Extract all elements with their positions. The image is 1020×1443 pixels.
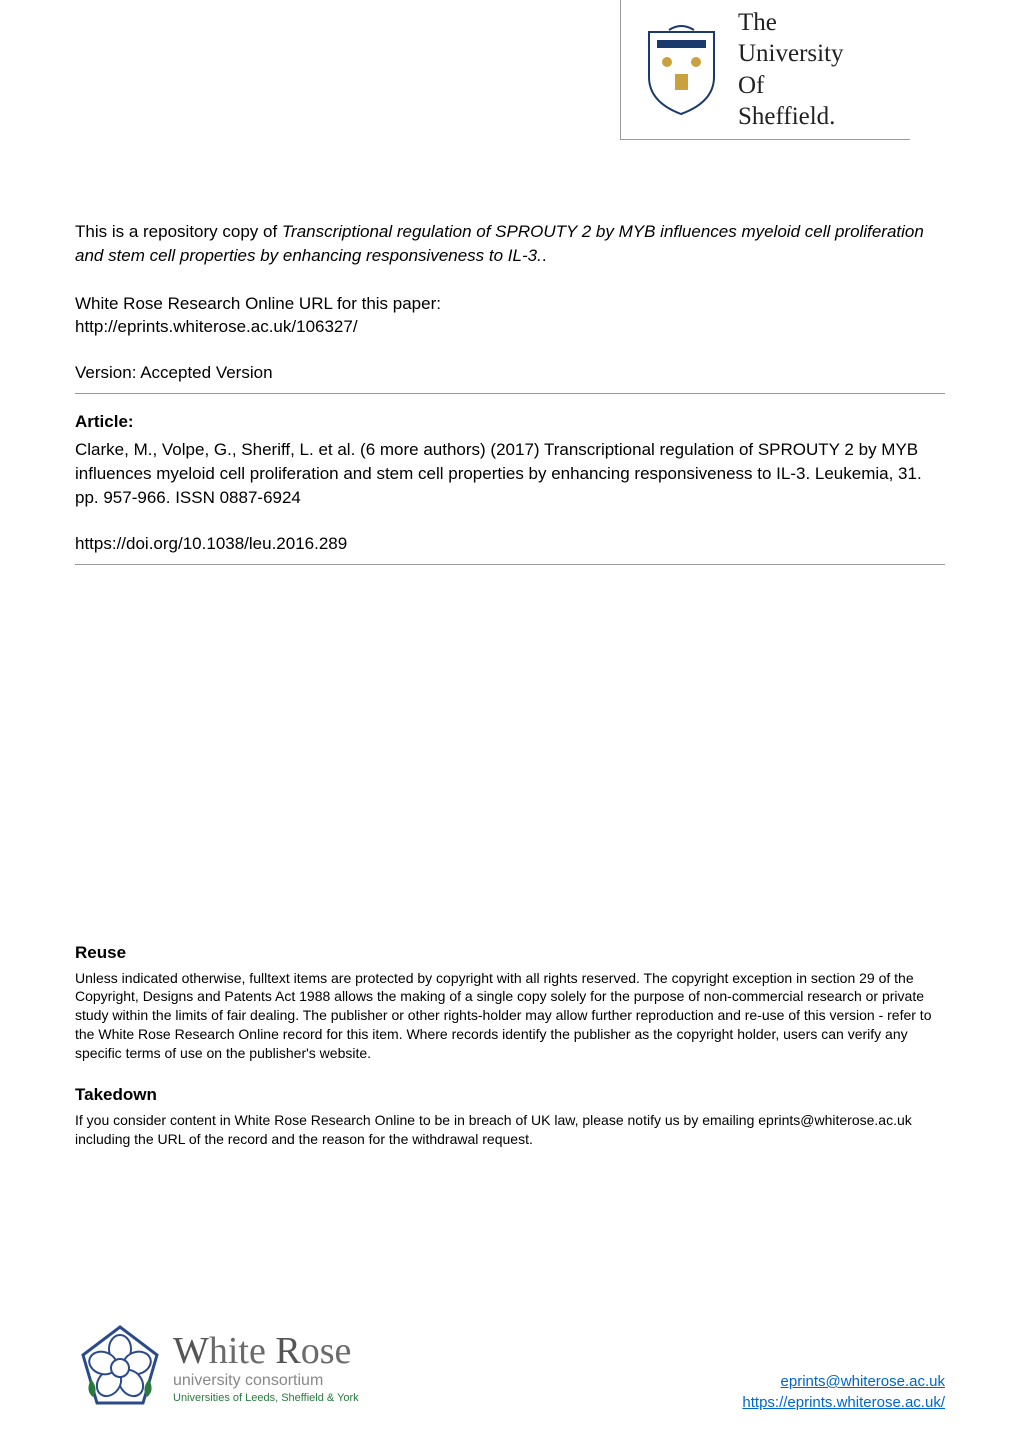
paper-url-block: White Rose Research Online URL for this … — [75, 292, 945, 340]
reuse-body: Unless indicated otherwise, fulltext ite… — [75, 969, 945, 1063]
page-footer: White Rose university consortium Univers… — [0, 1323, 1020, 1443]
intro-suffix: . — [542, 246, 547, 265]
takedown-heading: Takedown — [75, 1085, 945, 1105]
reuse-heading: Reuse — [75, 943, 945, 963]
white-rose-logo-text: White Rose university consortium Univers… — [173, 1332, 359, 1404]
white-rose-universities: Universities of Leeds, Sheffield & York — [173, 1392, 359, 1404]
repository-intro: This is a repository copy of Transcripti… — [75, 220, 945, 268]
paper-url: http://eprints.whiterose.ac.uk/106327/ — [75, 315, 945, 339]
white-rose-subtitle: university consortium — [173, 1372, 359, 1390]
university-name: The University Of Sheffield. — [738, 7, 844, 132]
url-label: White Rose Research Online URL for this … — [75, 292, 945, 316]
footer-links: eprints@whiterose.ac.uk https://eprints.… — [742, 1371, 945, 1413]
university-name-line: Of — [738, 70, 844, 101]
white-rose-icon — [75, 1323, 165, 1413]
university-name-line: Sheffield. — [738, 101, 844, 132]
university-name-line: The — [738, 7, 844, 38]
university-logo-box: The University Of Sheffield. — [620, 0, 910, 140]
white-rose-logo: White Rose university consortium Univers… — [75, 1323, 359, 1413]
version-label: Version: Accepted Version — [75, 363, 945, 383]
divider — [75, 393, 945, 394]
university-crest-icon — [639, 22, 724, 117]
footer-email-link[interactable]: eprints@whiterose.ac.uk — [781, 1373, 945, 1390]
article-heading: Article: — [75, 412, 945, 432]
takedown-body: If you consider content in White Rose Re… — [75, 1111, 945, 1149]
footer-site-link[interactable]: https://eprints.whiterose.ac.uk/ — [742, 1394, 945, 1411]
article-citation: Clarke, M., Volpe, G., Sheriff, L. et al… — [75, 438, 945, 509]
intro-prefix: This is a repository copy of — [75, 222, 282, 241]
page-content: This is a repository copy of Transcripti… — [0, 0, 1020, 1149]
vertical-spacer — [75, 583, 945, 943]
university-name-line: University — [738, 38, 844, 69]
divider — [75, 564, 945, 565]
white-rose-title: White Rose — [173, 1332, 359, 1370]
doi-url: https://doi.org/10.1038/leu.2016.289 — [75, 534, 945, 554]
